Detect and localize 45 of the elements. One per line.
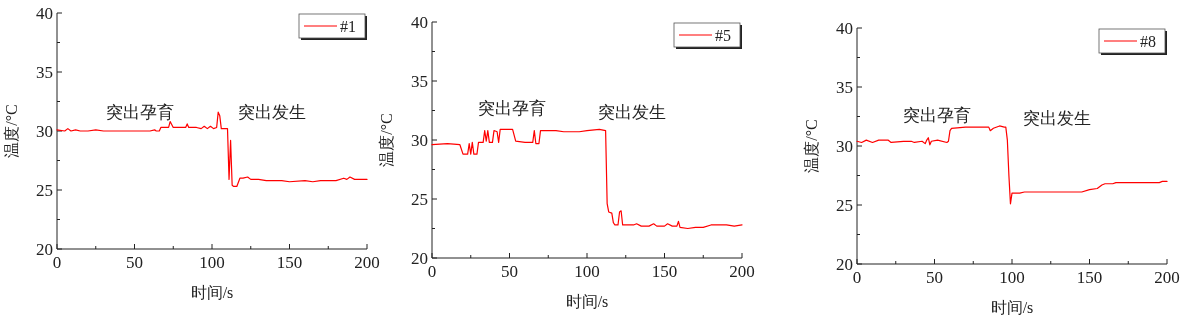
y-tick-label: 20 bbox=[836, 255, 853, 274]
y-tick-label: 35 bbox=[411, 72, 428, 91]
x-tick-label: 150 bbox=[651, 262, 678, 281]
x-tick-label: 0 bbox=[852, 268, 862, 287]
y-tick-label: 25 bbox=[411, 190, 428, 209]
x-tick-label: 150 bbox=[276, 253, 303, 272]
y-tick-label: 30 bbox=[411, 131, 428, 150]
y-tick-label: 35 bbox=[36, 63, 53, 82]
y-tick-label: 30 bbox=[36, 122, 53, 141]
x-tick-label: 100 bbox=[999, 268, 1025, 287]
y-tick-label: 40 bbox=[411, 13, 428, 32]
x-tick-label: 50 bbox=[501, 262, 518, 281]
y-tick-label: 30 bbox=[836, 137, 853, 156]
x-tick-label: 200 bbox=[354, 253, 380, 272]
y-tick-label: 40 bbox=[36, 4, 53, 23]
annotation: 突出发生 bbox=[598, 103, 666, 122]
legend-label: #5 bbox=[715, 27, 731, 44]
y-tick-label: 40 bbox=[836, 19, 853, 38]
x-tick-label: 50 bbox=[926, 268, 943, 287]
annotation: 突出发生 bbox=[1023, 109, 1091, 128]
y-tick-label: 35 bbox=[836, 78, 853, 97]
legend-label: #1 bbox=[340, 18, 356, 35]
x-tick-label: 50 bbox=[126, 253, 143, 272]
y-tick-label: 25 bbox=[36, 181, 53, 200]
x-tick-label: 150 bbox=[1076, 268, 1103, 287]
annotation: 突出孕育 bbox=[478, 99, 546, 118]
x-axis-title: 时间/s bbox=[990, 299, 1034, 316]
annotation: 突出孕育 bbox=[903, 106, 971, 125]
x-tick-label: 200 bbox=[1154, 268, 1180, 287]
y-axis-title: 温度/°C bbox=[3, 104, 20, 158]
x-axis-title: 时间/s bbox=[565, 293, 609, 310]
x-tick-label: 100 bbox=[199, 253, 225, 272]
y-tick-label: 20 bbox=[36, 240, 53, 259]
legend-label: #8 bbox=[1140, 33, 1156, 50]
x-tick-label: 200 bbox=[729, 262, 755, 281]
y-tick-label: 25 bbox=[836, 196, 853, 215]
annotation: 突出孕育 bbox=[106, 103, 174, 122]
x-tick-label: 0 bbox=[52, 253, 62, 272]
annotation: 突出发生 bbox=[238, 103, 306, 122]
x-axis-title: 时间/s bbox=[190, 284, 234, 301]
y-tick-label: 20 bbox=[411, 249, 428, 268]
y-axis-title: 温度/°C bbox=[803, 119, 820, 173]
y-axis-title: 温度/°C bbox=[378, 113, 395, 167]
x-tick-label: 0 bbox=[427, 262, 437, 281]
x-tick-label: 100 bbox=[574, 262, 600, 281]
